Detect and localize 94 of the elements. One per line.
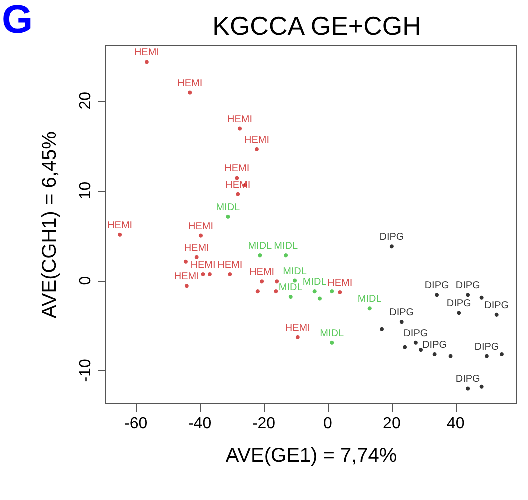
x-tick-label: -60 — [124, 416, 148, 432]
point — [318, 296, 322, 301]
text: HEMI — [134, 48, 160, 59]
point — [466, 293, 470, 298]
text: DIPG — [390, 308, 414, 319]
y-tick-label: -10 — [78, 359, 94, 382]
point — [188, 90, 192, 95]
y-tick-label: 10 — [78, 182, 94, 200]
point — [194, 255, 199, 260]
point — [238, 126, 242, 131]
y-tick-label: 20 — [78, 92, 94, 110]
text: HEMI — [218, 260, 243, 271]
text: DIPG — [456, 280, 480, 292]
text: MIDL — [274, 241, 298, 252]
point — [457, 311, 462, 316]
point — [118, 232, 122, 237]
point — [480, 384, 484, 389]
point — [260, 280, 264, 284]
x-tick-label: -40 — [188, 416, 212, 432]
text: MIDL — [216, 202, 240, 214]
x-tick-label: 20 — [383, 416, 401, 432]
x-axis-title: AVE(GE1) = 7,74% — [226, 445, 398, 467]
text: HEMI — [178, 78, 203, 90]
point — [201, 272, 206, 276]
point — [419, 348, 424, 352]
text: HEMI — [224, 164, 250, 175]
text: MIDL — [358, 294, 382, 306]
point — [208, 272, 212, 276]
point — [258, 254, 262, 258]
point — [448, 354, 453, 358]
point — [435, 293, 440, 298]
series-label: MIDL — [302, 277, 328, 288]
point — [466, 386, 470, 391]
point — [256, 290, 260, 294]
text: HEMI — [174, 272, 200, 283]
x-tick-label: 0 — [324, 416, 333, 432]
point — [500, 352, 504, 357]
point — [338, 290, 342, 294]
point — [254, 147, 259, 152]
text: HEMI — [244, 134, 270, 146]
point — [484, 354, 489, 358]
y-tick-label: 0 — [78, 276, 94, 286]
point — [144, 60, 149, 64]
text: HEMI — [184, 242, 210, 254]
text: DIPG — [380, 232, 404, 244]
text: DIPG — [474, 342, 500, 353]
point — [330, 290, 334, 294]
text: HEMI — [285, 322, 310, 334]
text: MIDL — [320, 328, 344, 340]
point — [293, 278, 298, 283]
point — [184, 260, 188, 264]
x-tick-label: -20 — [252, 416, 276, 432]
point — [199, 234, 203, 238]
series-label: DIPG — [422, 340, 448, 352]
y-axis-title: AVE(CGH1) = 6,45% — [39, 131, 61, 318]
text: MIDL — [248, 241, 272, 252]
point — [184, 284, 189, 288]
text: HEMI — [108, 220, 133, 232]
series-label: HEMI — [250, 267, 275, 278]
x-tick-label: 40 — [447, 416, 465, 432]
text: DIPG — [404, 328, 428, 340]
text: DIPG — [424, 280, 450, 292]
text: DIPG — [484, 300, 510, 312]
point — [432, 352, 437, 357]
text: HEMI — [188, 221, 214, 232]
point — [330, 340, 334, 345]
text: MIDL — [278, 282, 303, 294]
point — [403, 345, 408, 350]
point — [494, 312, 499, 317]
chart-title: KGCCA GE+CGH — [212, 11, 422, 41]
text: HEMI — [226, 180, 251, 191]
point — [288, 294, 293, 299]
point — [312, 290, 317, 294]
text: DIPG — [456, 374, 480, 386]
text: HEMI — [328, 278, 353, 289]
point — [226, 214, 230, 219]
point — [480, 296, 484, 300]
point — [228, 272, 232, 276]
point — [380, 327, 384, 332]
point — [368, 306, 372, 311]
point — [236, 192, 240, 196]
text: G — [2, 0, 34, 42]
text: DIPG — [446, 298, 472, 310]
point — [390, 244, 394, 249]
text: MIDL — [283, 266, 307, 278]
point — [400, 320, 404, 324]
point — [296, 335, 300, 340]
point — [414, 340, 418, 345]
point — [275, 280, 280, 284]
point — [274, 290, 278, 294]
point — [235, 176, 240, 180]
point — [284, 254, 288, 258]
text: HEMI — [228, 114, 253, 126]
text: HEMI — [190, 260, 216, 271]
